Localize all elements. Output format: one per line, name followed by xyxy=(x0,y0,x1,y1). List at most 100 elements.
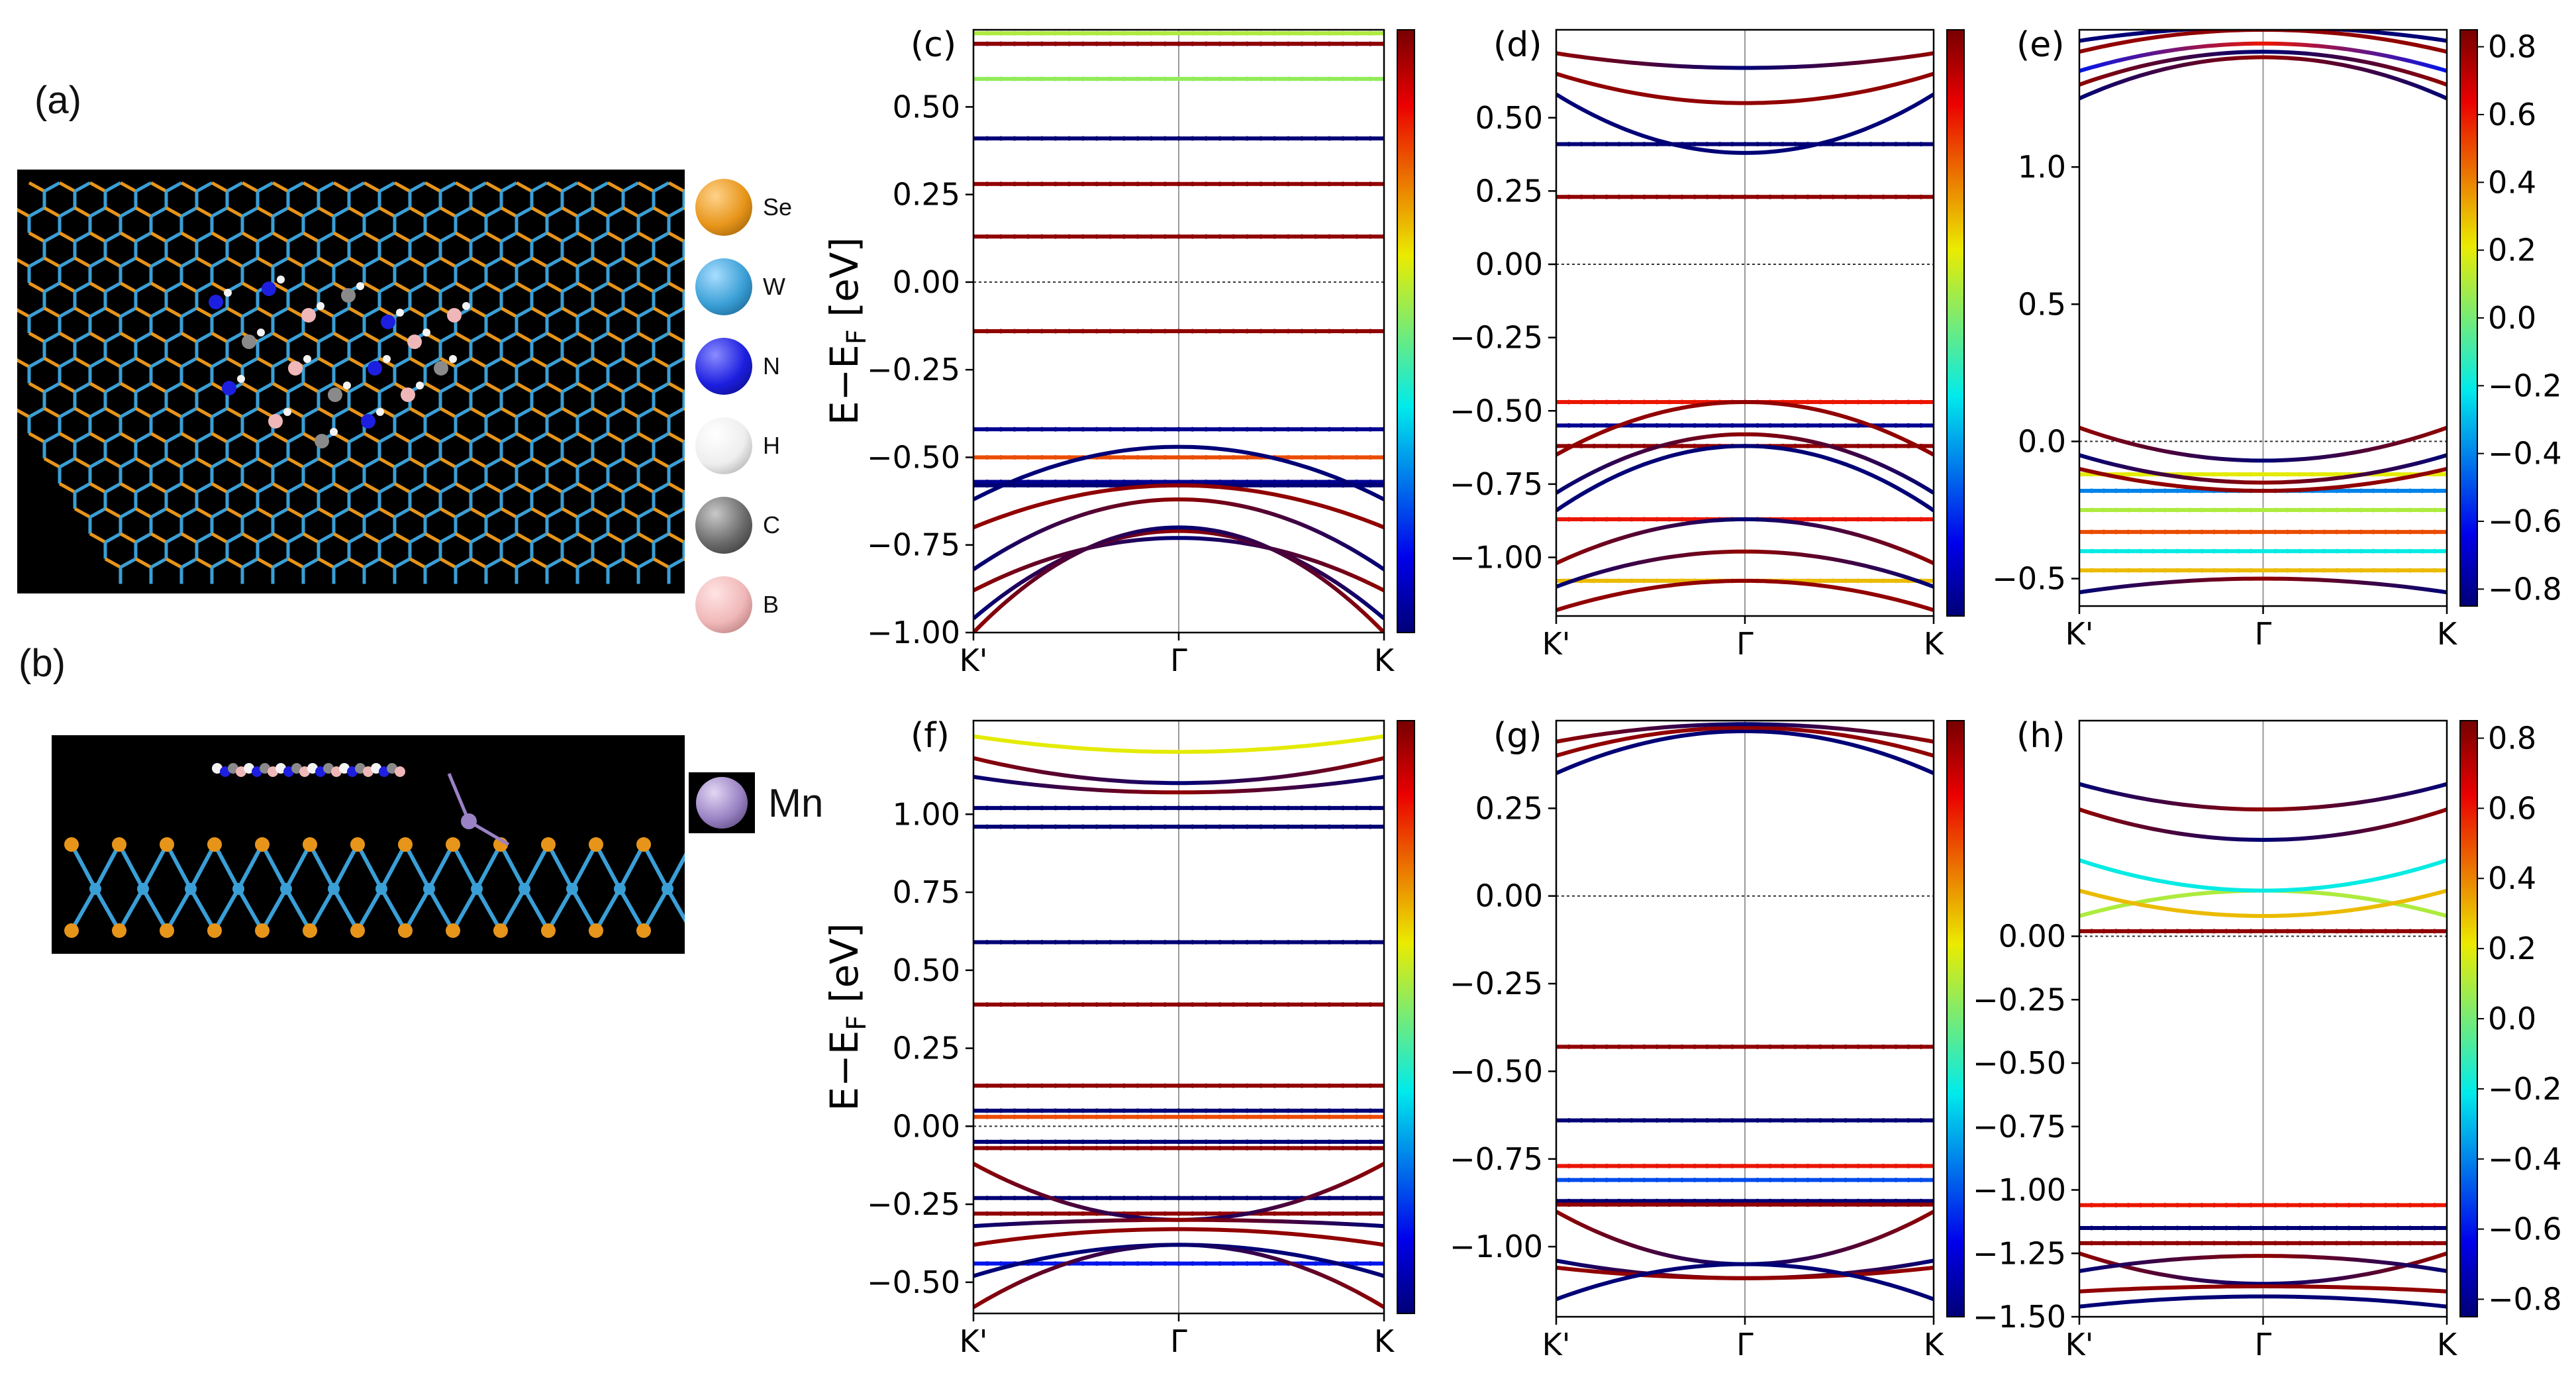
molecule-atom xyxy=(339,763,350,774)
band-marker xyxy=(1354,1108,1360,1113)
colorbar xyxy=(1946,720,1965,1317)
band-marker xyxy=(1162,427,1167,432)
bond-se xyxy=(622,307,640,319)
molecule-atom xyxy=(363,766,373,777)
band-marker xyxy=(1906,1044,1911,1049)
band-marker xyxy=(1231,427,1236,432)
se-atom xyxy=(112,923,126,938)
bond-se xyxy=(165,307,183,319)
band-marker xyxy=(1231,1139,1236,1145)
band-marker xyxy=(1135,1083,1140,1088)
band-marker xyxy=(1326,454,1332,460)
bond-w xyxy=(409,231,426,243)
bond-w xyxy=(165,181,183,193)
bond-se xyxy=(43,206,61,218)
band-marker xyxy=(2297,472,2303,477)
band-marker xyxy=(1692,1178,1697,1183)
bond-se xyxy=(424,382,442,393)
bond-w xyxy=(637,307,655,319)
band-marker xyxy=(1080,483,1085,488)
band-marker xyxy=(1203,454,1209,460)
dispersive-band xyxy=(1556,444,1934,513)
band-marker xyxy=(1340,1108,1346,1113)
band-marker xyxy=(2395,472,2401,477)
band-marker xyxy=(1906,1202,1911,1207)
band-marker xyxy=(1258,1114,1263,1119)
band-marker xyxy=(985,1196,990,1201)
bond-w xyxy=(363,206,381,218)
band-marker xyxy=(1244,1145,1250,1151)
bond-w xyxy=(302,557,320,569)
band-marker xyxy=(2297,1225,2303,1231)
bond-w xyxy=(522,843,550,890)
band-marker xyxy=(1258,1108,1263,1113)
band-marker xyxy=(1135,1108,1140,1113)
bond-w xyxy=(28,256,46,268)
band-marker xyxy=(1679,1198,1685,1204)
band-marker xyxy=(2408,529,2412,535)
bond-se xyxy=(607,532,624,544)
bond-w xyxy=(470,331,487,344)
bond-se xyxy=(363,532,381,544)
bond-se xyxy=(302,331,320,344)
bond-se xyxy=(439,407,457,419)
bond-w xyxy=(622,282,640,293)
bond-se xyxy=(591,457,609,469)
bond-w xyxy=(241,256,259,268)
band-marker xyxy=(1326,1145,1332,1151)
bond-w xyxy=(470,231,487,243)
y-tick-label: −0.75 xyxy=(1450,1141,1543,1177)
bond-w xyxy=(439,432,457,444)
band-marker xyxy=(2175,929,2180,934)
band-marker xyxy=(2114,568,2118,573)
x-tick-label: K xyxy=(1374,1323,1395,1359)
band-marker xyxy=(2224,548,2229,554)
band-marker xyxy=(1843,1044,1848,1049)
band-marker xyxy=(2248,507,2254,513)
band-marker xyxy=(1818,1198,1823,1204)
band-marker xyxy=(2310,1202,2314,1207)
bond-w xyxy=(424,307,442,319)
band-marker xyxy=(1053,41,1058,46)
band-marker xyxy=(998,939,1003,945)
band-marker xyxy=(1354,76,1360,81)
band-marker xyxy=(1591,1044,1597,1049)
bond-w xyxy=(272,457,289,469)
band-marker xyxy=(1767,142,1773,147)
bond-se xyxy=(637,482,655,494)
band-marker xyxy=(1080,1083,1085,1088)
band-marker xyxy=(1830,1178,1836,1183)
bond-w xyxy=(607,457,624,469)
bond-w xyxy=(378,181,396,193)
band-marker xyxy=(1755,1118,1760,1123)
band-marker xyxy=(1149,1196,1154,1201)
bond-se xyxy=(363,231,381,243)
bond-w xyxy=(393,256,411,268)
band-marker xyxy=(1893,578,1899,584)
bond-se xyxy=(591,507,609,519)
band-marker xyxy=(1190,1211,1195,1216)
band-marker xyxy=(1285,1114,1291,1119)
band-marker xyxy=(1326,1139,1332,1145)
band-marker xyxy=(1692,443,1697,448)
band-marker xyxy=(2420,529,2425,535)
band-marker xyxy=(2126,1225,2131,1231)
adsorbed-molecule xyxy=(212,763,510,846)
band-marker xyxy=(1881,443,1886,448)
band-marker xyxy=(1162,1145,1167,1151)
bond-w xyxy=(356,888,383,932)
bond-w xyxy=(104,532,122,544)
bond-w xyxy=(256,432,274,444)
band-marker xyxy=(1135,1002,1140,1007)
bond-se xyxy=(195,557,213,569)
band-marker xyxy=(1793,443,1798,448)
bond-w xyxy=(439,532,457,544)
bond-w xyxy=(378,331,396,344)
bond-w xyxy=(308,843,336,890)
band-marker xyxy=(1868,1198,1873,1204)
band-marker xyxy=(1313,480,1318,484)
band-marker xyxy=(985,76,990,81)
band-marker xyxy=(1780,1202,1785,1207)
band-marker xyxy=(1258,1145,1263,1151)
bond-se xyxy=(104,206,122,218)
